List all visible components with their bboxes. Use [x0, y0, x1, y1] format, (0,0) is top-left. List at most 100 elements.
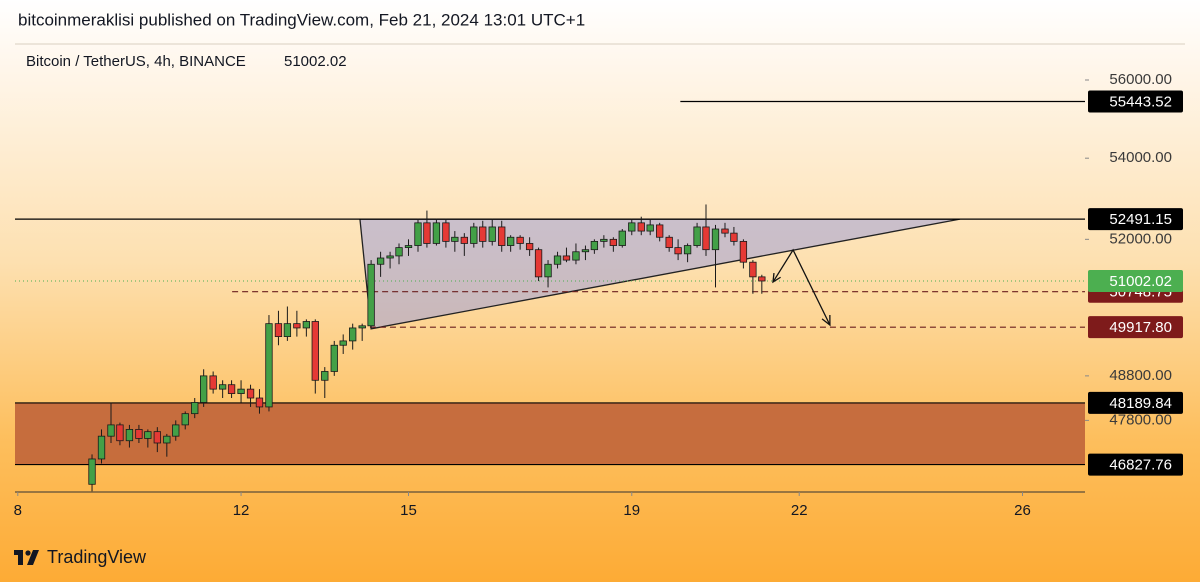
candle-body: [339, 340, 347, 346]
candle-body: [665, 236, 673, 249]
last-price-label: 51002.02: [1109, 273, 1172, 290]
candle-body: [302, 321, 311, 329]
symbol-title: Bitcoin / TetherUS, 4h, BINANCE: [26, 53, 246, 70]
candle-body: [311, 321, 319, 381]
candle-body: [730, 232, 738, 242]
candle-body: [721, 228, 729, 234]
candle-body: [404, 245, 413, 249]
level-label: 49917.80: [1109, 319, 1172, 336]
arrow-head: [821, 315, 831, 327]
candle-body: [367, 263, 375, 327]
projection-arrow: [772, 248, 831, 326]
candle-body: [442, 222, 450, 242]
last-price: 51002.02: [284, 53, 347, 70]
candle-body: [451, 236, 459, 242]
candle-body: [534, 249, 543, 278]
candle-body: [246, 388, 255, 399]
candle-body: [758, 276, 766, 282]
candle-body: [600, 238, 608, 242]
candle-body: [498, 226, 506, 246]
candle-body: [135, 428, 143, 439]
candle-body: [293, 323, 301, 329]
candle-body: [191, 402, 199, 415]
candle-body: [125, 428, 134, 442]
candle-body: [283, 323, 292, 337]
candle-body: [144, 431, 152, 439]
candle-body: [423, 222, 431, 244]
logo-part: [25, 550, 31, 556]
candle-body: [209, 375, 217, 390]
level-label-box: [1088, 90, 1183, 113]
candle-body: [358, 325, 366, 329]
x-tick-label: 12: [233, 502, 250, 519]
candle-body: [330, 344, 338, 372]
logo-part: [18, 550, 23, 565]
candle-body: [693, 226, 701, 246]
candle-body: [562, 255, 571, 261]
candle-body: [88, 458, 96, 485]
candle-body: [200, 375, 208, 403]
candle-body: [553, 255, 562, 265]
candle-body: [479, 226, 487, 242]
last-price-box: [1088, 269, 1183, 292]
candle-body: [107, 424, 115, 437]
candle-body: [683, 245, 692, 255]
candle-body: [525, 243, 534, 251]
level-label-box: [1088, 391, 1183, 414]
candle-body: [218, 384, 227, 390]
candle-body: [414, 222, 422, 246]
candle-body: [516, 236, 524, 244]
candle-body: [321, 371, 329, 381]
candle-body: [386, 255, 394, 259]
candle-body: [674, 247, 682, 255]
logo: TradingView: [14, 547, 147, 567]
candle-body: [590, 240, 599, 251]
candle-body: [349, 327, 357, 342]
level-label-box: [1088, 208, 1183, 231]
candle-body: [711, 228, 720, 251]
level-label: 48189.84: [1109, 395, 1172, 412]
x-tick-label: 15: [400, 502, 417, 519]
arrow-head: [772, 273, 781, 284]
candle-body: [255, 397, 264, 408]
y-tick-label: 52000.00: [1109, 230, 1172, 247]
level-label-box: [1088, 453, 1183, 476]
plot: 56000.00 54000.00 52000.00 48800.00 47800.00…: [14, 71, 1183, 519]
candle-body: [628, 222, 636, 232]
candle-body: [739, 240, 748, 263]
candle-body: [656, 224, 664, 238]
candle-body: [646, 224, 654, 232]
x-tick-label: 26: [1014, 502, 1031, 519]
candle-body: [488, 226, 496, 242]
candle-body: [506, 236, 515, 246]
candle-body: [274, 323, 283, 337]
candle-body: [237, 388, 245, 394]
y-tick-label: 56000.00: [1109, 71, 1172, 88]
candle-body: [432, 222, 441, 244]
candle-body: [153, 431, 161, 444]
level-label: 46827.76: [1109, 457, 1172, 474]
candle-body: [702, 226, 710, 251]
candle-body: [609, 238, 618, 246]
candle-body: [376, 257, 385, 265]
candle-body: [265, 323, 273, 408]
candle-body: [227, 384, 236, 394]
candle-body: [181, 413, 189, 426]
x-tick-label: 22: [791, 502, 808, 519]
candle-body: [172, 424, 180, 437]
level-label: 52491.15: [1109, 211, 1172, 228]
candle-body: [637, 222, 645, 232]
y-tick-label: 54000.00: [1109, 149, 1172, 166]
candle-body: [460, 236, 468, 244]
candle-body: [97, 435, 106, 460]
x-tick-label: 19: [623, 502, 640, 519]
candle-body: [116, 424, 124, 442]
x-tick-label: 8: [14, 502, 22, 519]
level-label: 55443.52: [1109, 93, 1172, 110]
candle-body: [572, 251, 580, 261]
published-line: bitcoinmeraklisi published on TradingVie…: [18, 10, 585, 29]
candle-body: [618, 230, 626, 246]
brand: TradingView: [47, 547, 147, 567]
y-tick-label: 48800.00: [1109, 367, 1172, 384]
